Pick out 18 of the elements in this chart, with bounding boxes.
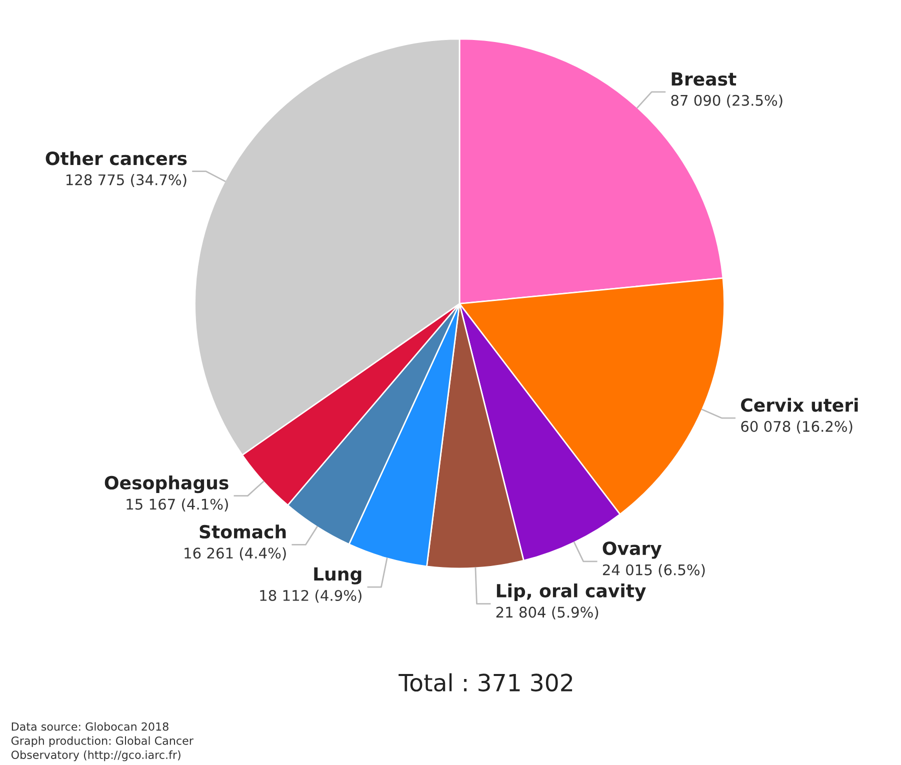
slice-label: Lung [314,567,362,584]
slice-label: Ovary [602,541,662,559]
data-label: 60 078 (16.2%) [741,420,852,434]
data-label: 87 090 (23.5%) [671,94,782,108]
slice-label: Breast [672,72,736,86]
data-label: 24 015 (6.5%) [602,564,705,578]
slice-label: Cervix uteri [741,398,858,412]
slice-label: Lip, oral cavity [496,584,646,602]
text: Total : 371 302 [398,673,572,692]
data-label: 128 775 (34.7%) [66,174,186,188]
slice-label: Stomach [200,524,286,539]
data-label: 21 804 (5.9%) [496,606,598,620]
data-label: 16 261 (4.4%) [184,547,286,560]
slice-label: Other cancers [46,151,187,166]
source-note: Data source: Globocan 2018 Graph production: Global Cancer Observatory (http://gco.iarc.fr) [11,722,194,762]
data-label: 15 167 (4.1%) [126,498,228,512]
slice-label: Oesophagus [104,476,228,494]
data-label: 18 112 (4.9%) [260,590,362,603]
